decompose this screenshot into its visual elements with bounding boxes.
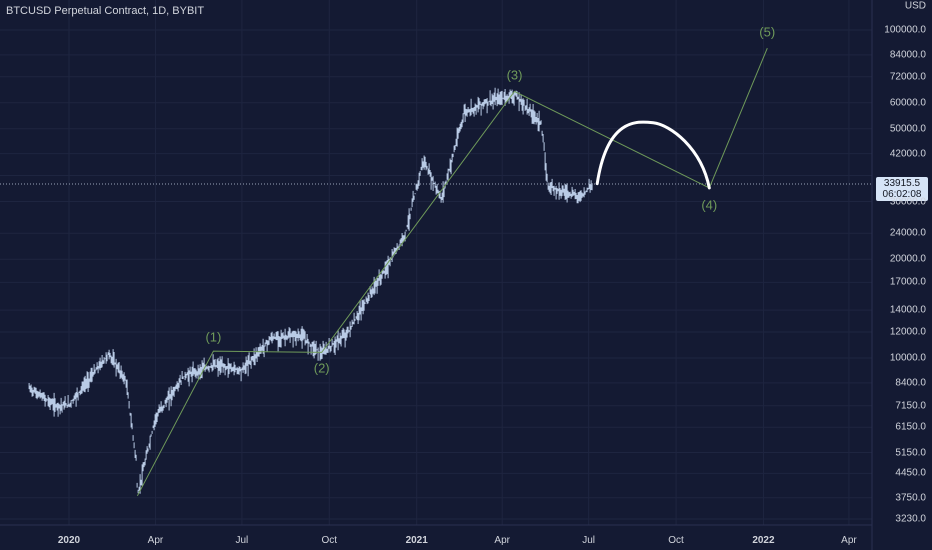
currency-label[interactable]: USD <box>904 0 926 12</box>
price-tick-label: 72000.0 <box>889 71 926 83</box>
price-tick-label: 10000.0 <box>889 352 926 364</box>
wave-label: (2) <box>313 360 330 376</box>
time-tick-label: Apr <box>841 535 857 546</box>
price-tick-label: 14000.0 <box>889 304 926 316</box>
wave-label: (4) <box>701 197 718 213</box>
wave-count-line <box>136 48 768 497</box>
time-tick-label: 2022 <box>752 535 775 546</box>
price-tick-label: 6150.0 <box>895 421 926 433</box>
time-tick-label: 2020 <box>57 535 81 546</box>
chart-title: BTCUSD Perpetual Contract, 1D, BYBIT <box>6 5 205 17</box>
wave-label: (5) <box>759 24 776 40</box>
time-tick-label: Jul <box>235 535 249 546</box>
price-tick-label: 24000.0 <box>889 227 926 239</box>
price-tick-label: 17000.0 <box>889 276 926 288</box>
price-tick-label: 7150.0 <box>895 400 926 412</box>
projection-arc <box>595 120 711 190</box>
time-tick-label: Apr <box>147 535 164 546</box>
time-tick-label: Apr <box>494 535 510 546</box>
price-tick-label: 100000.0 <box>884 24 926 36</box>
price-tick-label: 3750.0 <box>895 492 926 504</box>
price-tick-label: 3230.0 <box>895 513 926 525</box>
price-tick-label: 60000.0 <box>889 97 926 109</box>
candle-countdown: 06:02:08 <box>882 189 922 200</box>
time-tick-label: Jul <box>582 535 596 546</box>
time-tick-label: Oct <box>668 535 684 546</box>
price-tick-label: 8400.0 <box>895 377 926 389</box>
time-tick-label: 2021 <box>405 535 428 546</box>
time-tick-label: Oct <box>321 535 338 546</box>
wave-label: (3) <box>506 67 523 83</box>
price-tick-label: 30000.0 <box>889 196 926 207</box>
price-tick-label: 4450.0 <box>895 467 926 479</box>
price-tick-label: 20000.0 <box>889 253 926 265</box>
price-tick-label: 50000.0 <box>889 123 926 135</box>
last-price-value: 33915.5 <box>883 178 921 189</box>
price-tick-label: 5150.0 <box>895 447 926 459</box>
price-candles <box>28 87 593 494</box>
last-price-badge: 33915.5 06:02:08 <box>876 177 928 201</box>
price-tick-label: 42000.0 <box>889 148 926 160</box>
wave-label: (1) <box>205 329 222 345</box>
price-tick-label: 12000.0 <box>889 326 926 338</box>
price-tick-label: 84000.0 <box>889 49 926 61</box>
